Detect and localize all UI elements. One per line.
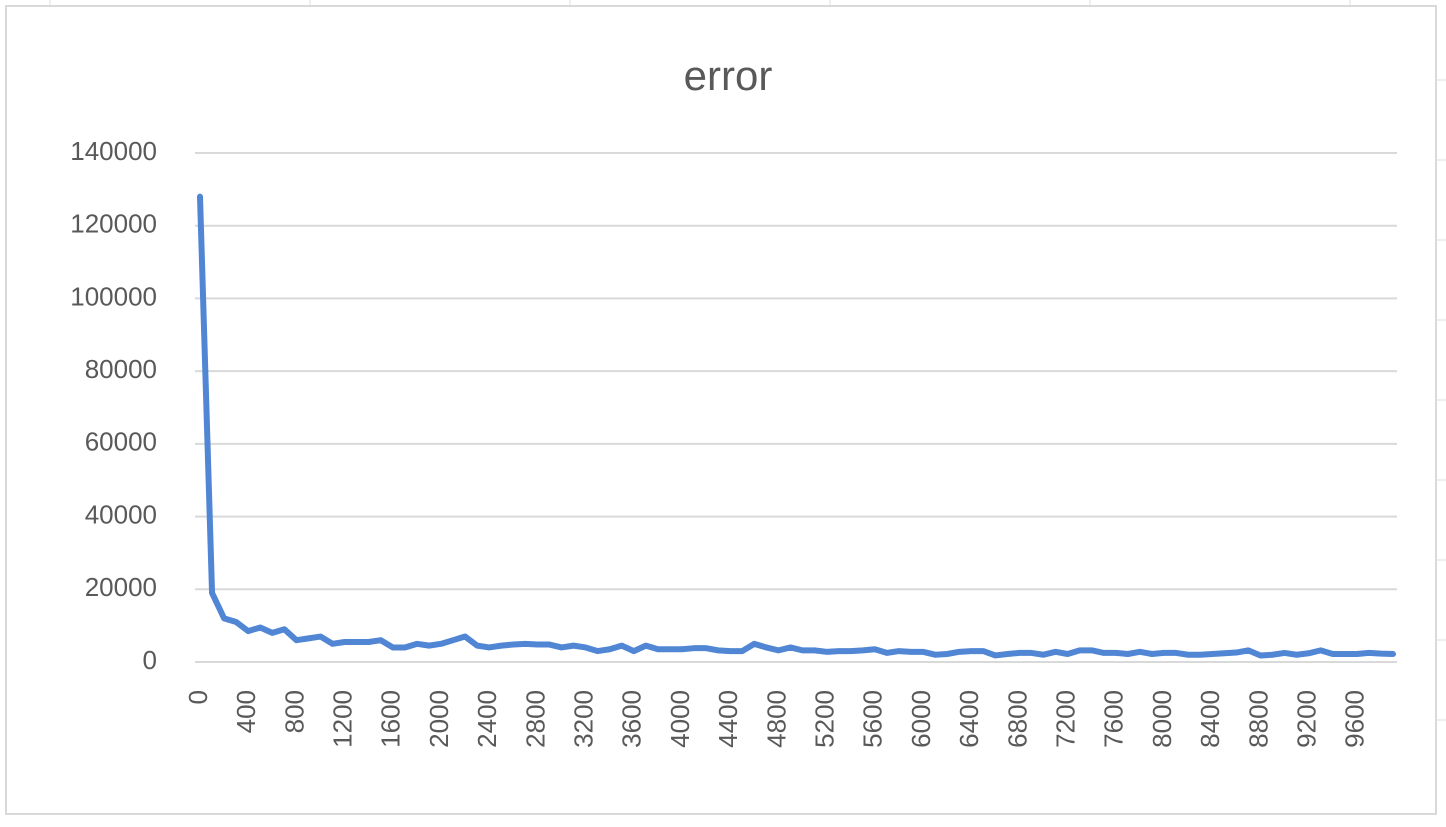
y-tick-label: 40000 [85,499,157,529]
y-tick-label: 80000 [85,354,157,384]
data-line [197,193,1396,659]
x-tick-label: 7200 [1051,690,1081,748]
x-tick-label: 4800 [761,690,791,748]
x-tick-label: 2000 [424,690,454,748]
x-tick-label: 1200 [327,690,357,748]
x-tick-label: 2400 [472,690,502,748]
x-tick-label: 3600 [617,690,647,748]
y-tick-label: 140000 [70,136,157,166]
x-tick-label: 6800 [1002,690,1032,748]
x-tick-label: 9600 [1340,690,1370,748]
x-tick-label: 8400 [1195,690,1225,748]
x-tick-label: 6000 [906,690,936,748]
x-tick-label: 9200 [1292,690,1322,748]
chart-title: error [684,52,773,99]
x-tick-label: 400 [231,690,261,733]
sheet-grid [49,0,1446,721]
x-tick-label: 2800 [520,690,550,748]
x-tick-label: 4000 [665,690,695,748]
chart-area [5,5,1437,815]
y-tick-label: 100000 [70,281,157,311]
x-tick-label: 6400 [954,690,984,748]
x-tick-label: 8000 [1147,690,1177,748]
x-tick-label: 8800 [1243,690,1273,748]
y-tick-label: 120000 [70,209,157,239]
x-tick-label: 3200 [568,690,598,748]
x-tick-label: 800 [279,690,309,733]
x-tick-label: 7600 [1099,690,1129,748]
y-tick-label: 0 [143,645,157,675]
x-tick-label: 4400 [713,690,743,748]
x-tick-label: 0 [183,690,213,704]
y-tick-label: 60000 [85,427,157,457]
x-tick-label: 5200 [810,690,840,748]
y-tick-label: 20000 [85,572,157,602]
x-tick-label: 1600 [376,690,406,748]
x-tick-label: 5600 [858,690,888,748]
